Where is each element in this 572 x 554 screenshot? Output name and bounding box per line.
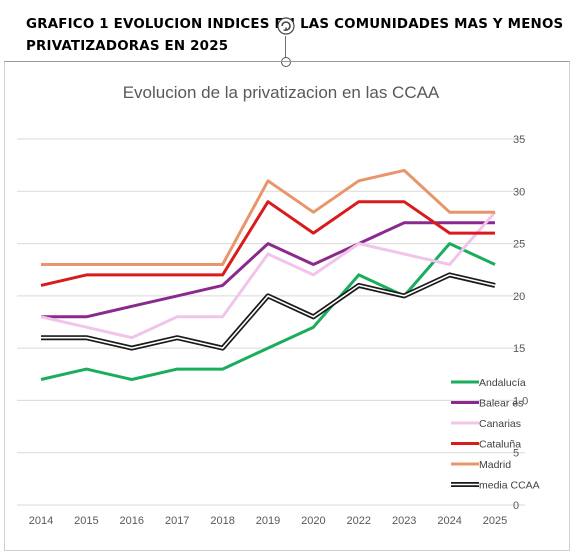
- x-tick-label: 2014: [29, 515, 53, 527]
- document-heading: GRAFICO 1 EVOLUCION INDICES EN LAS COMUN…: [26, 14, 564, 58]
- y-tick-label: 15: [513, 343, 525, 355]
- x-tick-label: 2025: [483, 515, 507, 527]
- y-tick-label: 20: [513, 291, 525, 303]
- x-tick-label: 2024: [437, 515, 461, 527]
- x-tick-label: 2017: [165, 515, 189, 527]
- heading-line-1: GRAFICO 1 EVOLUCION INDICES EN LAS COMUN…: [26, 17, 564, 32]
- legend-label-balear-es: Balear es: [479, 398, 523, 410]
- x-axis-ticks: 2014 2015 2016 2017 2018 2019 2020 2022 2023 2024…: [29, 515, 507, 527]
- series-line-canarias: [40, 211, 497, 340]
- rotate-handle-icon[interactable]: [277, 17, 295, 35]
- x-tick-label: 2023: [392, 515, 416, 527]
- series-line-catalu-a: [40, 200, 495, 287]
- x-tick-label: 2019: [256, 515, 280, 527]
- x-tick-label: 2016: [120, 515, 144, 527]
- y-tick-label: 35: [513, 134, 525, 146]
- y-tick-label: 5: [513, 448, 519, 460]
- y-tick-label: 25: [513, 239, 525, 251]
- x-tick-label: 2015: [74, 515, 98, 527]
- resize-handle[interactable]: [281, 57, 291, 67]
- series-line-balear-es: [41, 221, 495, 319]
- y-axis-ticks: 0 5 1 0 15 20 25 30 35: [513, 134, 528, 512]
- legend-label-media-ccaa: media CCAA: [479, 480, 540, 492]
- chart-series: [40, 168, 497, 381]
- legend-label-andaluc-a: Andalucía: [479, 377, 526, 389]
- series-line-media-ccaa-inner: [41, 274, 496, 349]
- series-line-madrid: [41, 168, 495, 266]
- x-tick-label: 2018: [210, 515, 234, 527]
- heading-line-2: PRIVATIZADORAS EN 2025: [26, 39, 229, 54]
- y-tick-label: 0: [513, 500, 519, 512]
- x-tick-label: 2022: [347, 515, 371, 527]
- legend-label-catalu-a: Cataluña: [479, 439, 521, 451]
- legend-label-madrid: Madrid: [479, 459, 511, 471]
- y-tick-label: 30: [513, 186, 525, 198]
- chart-title: Evolucion de la privatizacion en las CCA…: [123, 83, 440, 102]
- y-tick-label: 1 0: [513, 395, 528, 407]
- line-chart: Evolucion de la privatizacion en las CCA…: [17, 83, 540, 527]
- chart-legend: Andalucía Balear es Canarias Cataluña Madrid…: [451, 377, 540, 492]
- chart-frame[interactable]: Evolucion de la privatizacion en las CCA…: [4, 61, 570, 551]
- selection-handle-stem: [285, 36, 286, 58]
- legend-label-canarias: Canarias: [479, 418, 521, 430]
- x-tick-label: 2020: [301, 515, 325, 527]
- series-line-andaluc-a: [40, 242, 496, 381]
- chart-grid: [17, 138, 525, 506]
